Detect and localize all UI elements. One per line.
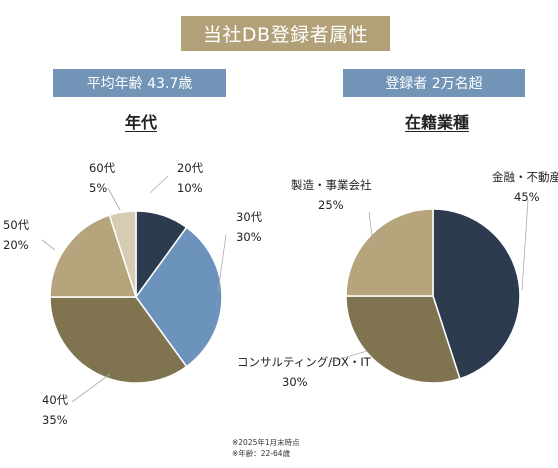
age-chart-title: 年代 xyxy=(124,113,157,132)
age-leader-line-2 xyxy=(71,373,111,403)
age-category-label-2: 40代 xyxy=(42,393,69,407)
industry-leader-line-2 xyxy=(368,211,374,245)
age-slice-2 xyxy=(49,296,188,384)
age-category-label-0: 20代 xyxy=(177,161,204,175)
industry-category-label-2: 製造・事業会社 xyxy=(291,178,372,192)
industry-leader-line-1 xyxy=(329,350,368,363)
industry-value-label-2: 25% xyxy=(318,198,344,212)
age-value-label-3: 20% xyxy=(3,238,29,252)
age-value-label-4: 5% xyxy=(89,181,107,195)
age-category-label-4: 60代 xyxy=(89,161,116,175)
age-value-label-1: 30% xyxy=(236,230,262,244)
average-age-badge: 平均年齢 43.7歳 xyxy=(53,69,226,97)
industry-category-label-1: コンサルティング/DX・IT xyxy=(237,355,372,369)
footnote-age-range: ※年齢：22-64歳 xyxy=(232,449,291,458)
age-category-label-3: 50代 xyxy=(3,218,30,232)
industry-leader-line-0 xyxy=(521,199,529,291)
industry-value-label-0: 45% xyxy=(514,190,540,204)
age-value-label-2: 35% xyxy=(42,413,68,427)
age-slice-1 xyxy=(135,226,223,368)
age-category-label-1: 30代 xyxy=(236,210,263,224)
age-leader-line-4 xyxy=(107,187,121,211)
registrant-count-badge: 登録者 2万名超 xyxy=(343,69,525,97)
footnote-date: ※2025年1月末時点 xyxy=(232,438,300,447)
age-slice-4 xyxy=(108,210,137,298)
age-leader-line-3 xyxy=(41,239,56,251)
age-leader-line-1 xyxy=(217,234,227,293)
age-slice-3 xyxy=(49,214,138,298)
industry-chart-title: 在籍業種 xyxy=(404,113,469,132)
page-title: 当社DB登録者属性 xyxy=(181,16,390,51)
industry-category-label-0: 金融・不動産 xyxy=(492,170,558,184)
age-leader-line-0 xyxy=(149,175,169,194)
industry-slice-1 xyxy=(345,295,461,384)
industry-value-label-1: 30% xyxy=(282,375,308,389)
age-value-label-0: 10% xyxy=(177,181,203,195)
industry-slice-2 xyxy=(345,208,434,297)
industry-slice-0 xyxy=(432,208,521,380)
